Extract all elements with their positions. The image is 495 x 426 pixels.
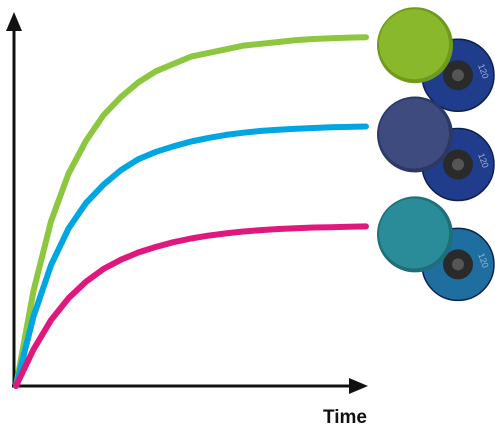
disc-face xyxy=(379,98,449,169)
disc-back-grit-label: 120 xyxy=(476,62,491,80)
disc-hub-center xyxy=(452,158,464,171)
disc-hub-center xyxy=(452,258,464,271)
disc-back-grit-label: 120 xyxy=(476,152,491,170)
abrasive-discs: 120 120 120 xyxy=(377,7,495,302)
abrasive-disc-2: 120 xyxy=(377,96,495,202)
axes xyxy=(6,12,368,394)
series-line-2 xyxy=(13,123,369,389)
x-axis-arrow xyxy=(349,378,368,394)
disc-back-grit-label: 120 xyxy=(476,252,491,270)
abrasive-disc-1: 120 xyxy=(377,7,495,112)
disc-hub-center xyxy=(452,69,464,82)
series-layer xyxy=(13,34,369,389)
abrasive-disc-3: 120 xyxy=(377,196,495,302)
y-axis-arrow xyxy=(6,12,22,31)
series-line-3 xyxy=(13,223,369,389)
x-axis-title: Time xyxy=(323,407,367,426)
disc-face xyxy=(379,198,449,269)
series-line-1 xyxy=(13,34,369,389)
disc-face xyxy=(379,9,449,80)
